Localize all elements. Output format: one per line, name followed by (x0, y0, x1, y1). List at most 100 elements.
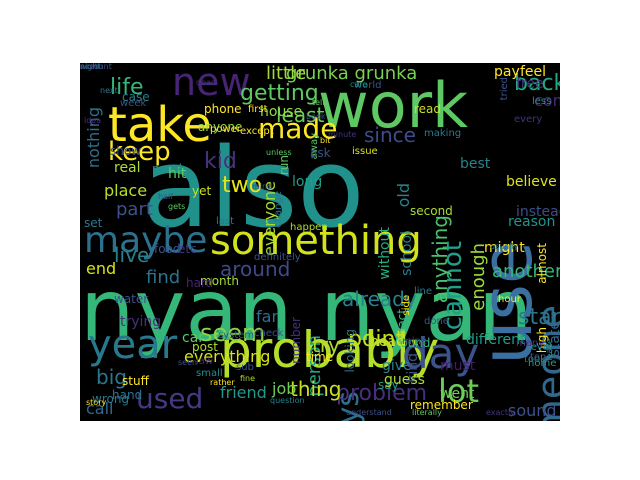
cloud-word: time (306, 350, 334, 364)
cloud-word: feel (520, 64, 547, 80)
cloud-word: last (216, 216, 235, 227)
cloud-word: care (350, 80, 368, 89)
cloud-word: done (424, 316, 449, 327)
cloud-word: mind (252, 182, 273, 191)
cloud-word: hour (498, 294, 521, 305)
cloud-word: probably (220, 321, 440, 379)
cloud-word: point (348, 327, 405, 352)
cloud-word: month (200, 274, 239, 288)
cloud-word: everything (184, 347, 271, 366)
cloud-word: read (414, 102, 442, 116)
cloud-word: issue (352, 146, 378, 157)
cloud-word: yet (192, 184, 212, 198)
cloud-word: kid (204, 149, 237, 174)
cloud-word: check (254, 328, 284, 339)
cloud-word: different (466, 332, 526, 348)
cloud-word: since (364, 123, 416, 147)
cloud-word: try (312, 333, 340, 357)
cloud-word: give (382, 358, 412, 374)
cloud-word: long (292, 174, 323, 190)
cloud-word: two (222, 173, 263, 198)
cloud-word: idea (84, 116, 102, 125)
cloud-word: food (154, 242, 181, 256)
cloud-word: definitely (254, 252, 301, 263)
cloud-word: school (399, 231, 415, 276)
cloud-word: used (136, 382, 204, 415)
cloud-word: small (196, 368, 223, 379)
cloud-word: also (142, 124, 365, 252)
cloud-word: place (104, 181, 148, 200)
cloud-word: little (266, 63, 307, 84)
cloud-word: wrong (92, 392, 130, 406)
cloud-word: must (440, 358, 476, 374)
cloud-word: another (492, 261, 560, 282)
cloud-word: anything (428, 215, 452, 304)
cloud-word: case (122, 90, 150, 104)
cloud-word: work (318, 69, 469, 142)
cloud-word: tried (499, 77, 510, 101)
cloud-word: next (100, 86, 118, 95)
cloud-word: maybe (84, 220, 208, 261)
cloud-word: seem (200, 319, 266, 347)
cloud-word: come (534, 91, 560, 110)
cloud-word: home (528, 358, 557, 369)
cloud-word: minute (328, 130, 357, 139)
cloud-word: bit (320, 136, 331, 145)
cloud-word: found (396, 336, 431, 350)
cloud-word: new (172, 63, 251, 104)
cloud-word: fine (240, 374, 256, 383)
cloud-word: around (220, 257, 291, 281)
cloud-word: unless (266, 148, 292, 157)
cloud-word: car (182, 330, 205, 346)
cloud-word: understand (346, 408, 392, 417)
cloud-word: set (84, 216, 103, 230)
cloud-word: real (114, 160, 141, 176)
cloud-word: anyone (198, 120, 243, 134)
cloud-word: year (88, 322, 178, 368)
cloud-word: house (260, 104, 303, 120)
cloud-word: leave (545, 339, 554, 361)
cloud-word: number (289, 317, 303, 364)
cloud-word: etc (178, 242, 197, 256)
cloud-word: sound (508, 401, 557, 420)
cloud-word: night (80, 63, 101, 71)
cloud-word: run (277, 155, 291, 176)
cloud-word: take (108, 97, 212, 153)
cloud-word: first (248, 104, 268, 115)
cloud-word: worth (80, 63, 103, 71)
cloud-word: lot (438, 372, 480, 410)
cloud-word: big (96, 365, 127, 389)
cloud-word: hand (112, 388, 143, 402)
cloud-word: tell (312, 98, 325, 107)
cloud-word: head (370, 334, 405, 350)
cloud-word: less (532, 96, 552, 107)
cloud-word: stuff (122, 374, 149, 388)
cloud-word: thing (290, 377, 342, 401)
cloud-word: already (342, 287, 417, 311)
cloud-word: except (240, 126, 274, 137)
cloud-word: find (146, 267, 181, 288)
cloud-word: every (514, 114, 543, 125)
cloud-word: line (414, 286, 433, 297)
cloud-word: something (210, 218, 422, 264)
cloud-word: took (524, 354, 546, 365)
cloud-word: pay (494, 64, 520, 80)
cloud-word: literally (412, 408, 442, 417)
cloud-word: hard (186, 276, 214, 290)
cloud-word: job (272, 379, 297, 398)
cloud-word: trying (120, 314, 162, 330)
cloud-word: guess (384, 372, 425, 388)
cloud-word: getting (240, 81, 319, 106)
cloud-word: least (276, 103, 325, 127)
cloud-word: many (516, 338, 545, 349)
cloud-word: sub (236, 362, 254, 373)
cloud-word: rather (210, 378, 235, 387)
cloud-word: change (273, 191, 284, 228)
cloud-word: half (158, 192, 174, 201)
cloud-word: side (401, 295, 412, 316)
cloud-word: need (152, 162, 182, 176)
cloud-word: end (86, 259, 117, 278)
cloud-word: power (210, 124, 241, 135)
cloud-word: system (218, 330, 255, 341)
